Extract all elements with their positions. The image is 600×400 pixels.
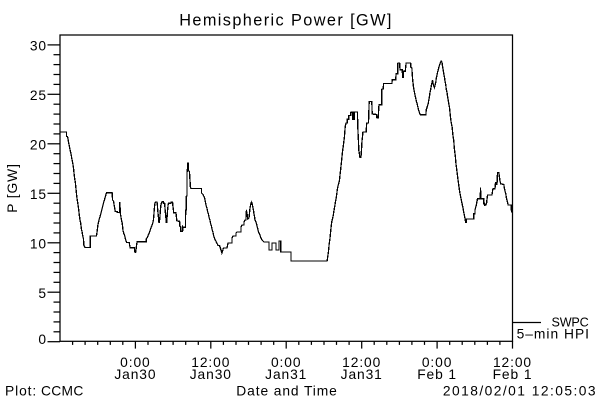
svg-text:Jan31: Jan31	[265, 367, 307, 382]
svg-text:5: 5	[38, 286, 47, 301]
svg-text:15: 15	[30, 187, 47, 202]
svg-text:Jan30: Jan30	[114, 367, 156, 382]
svg-text:Jan31: Jan31	[341, 367, 383, 382]
svg-text:CCMC: CCMC	[41, 384, 84, 399]
svg-text:12:00: 12:00	[191, 355, 230, 370]
svg-text:12:00: 12:00	[342, 355, 381, 370]
svg-text:Plot:: Plot:	[5, 384, 37, 399]
svg-text:P [GW]: P [GW]	[5, 163, 20, 213]
svg-text:0: 0	[38, 332, 47, 347]
svg-text:Feb 1: Feb 1	[417, 367, 457, 382]
svg-text:30: 30	[30, 39, 47, 54]
svg-text:20: 20	[30, 137, 47, 152]
svg-text:Hemispheric Power [GW]: Hemispheric Power [GW]	[179, 11, 393, 29]
svg-text:0:00: 0:00	[271, 355, 301, 370]
svg-text:25: 25	[30, 88, 47, 103]
svg-text:5–min HPI: 5–min HPI	[517, 327, 590, 342]
svg-text:Jan30: Jan30	[190, 367, 232, 382]
svg-text:0:00: 0:00	[120, 355, 150, 370]
svg-text:SWPC: SWPC	[552, 316, 589, 330]
svg-text:Feb 1: Feb 1	[493, 367, 533, 382]
svg-text:12:00: 12:00	[493, 355, 532, 370]
svg-text:0:00: 0:00	[422, 355, 452, 370]
svg-text:2018/02/01 12:05:03: 2018/02/01 12:05:03	[443, 384, 597, 399]
svg-text:10: 10	[30, 236, 47, 251]
svg-text:Date and Time: Date and Time	[236, 384, 337, 399]
